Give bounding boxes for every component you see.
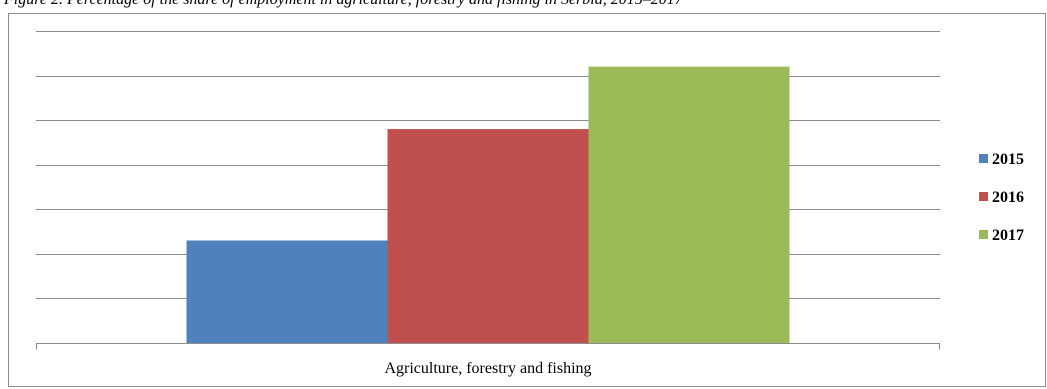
x-tick-label: Agriculture, forestry and fishing: [384, 360, 591, 377]
legend-label-2017: 2017: [992, 227, 1024, 244]
legend-swatch-2015: [979, 154, 988, 163]
legend: 2015 2016 2017: [979, 151, 1024, 244]
legend-label-2016: 2016: [992, 189, 1024, 206]
bar-2017: [589, 67, 790, 343]
x-tick-labels: Agriculture, forestry and fishing: [384, 360, 591, 377]
bar-2015: [187, 240, 388, 343]
legend-swatch-2016: [979, 192, 988, 201]
legend-swatch-2017: [979, 230, 988, 239]
legend-label-2015: 2015: [992, 151, 1024, 168]
x-axis: [36, 344, 940, 350]
bars: [187, 67, 790, 343]
bar-2016: [388, 129, 589, 343]
